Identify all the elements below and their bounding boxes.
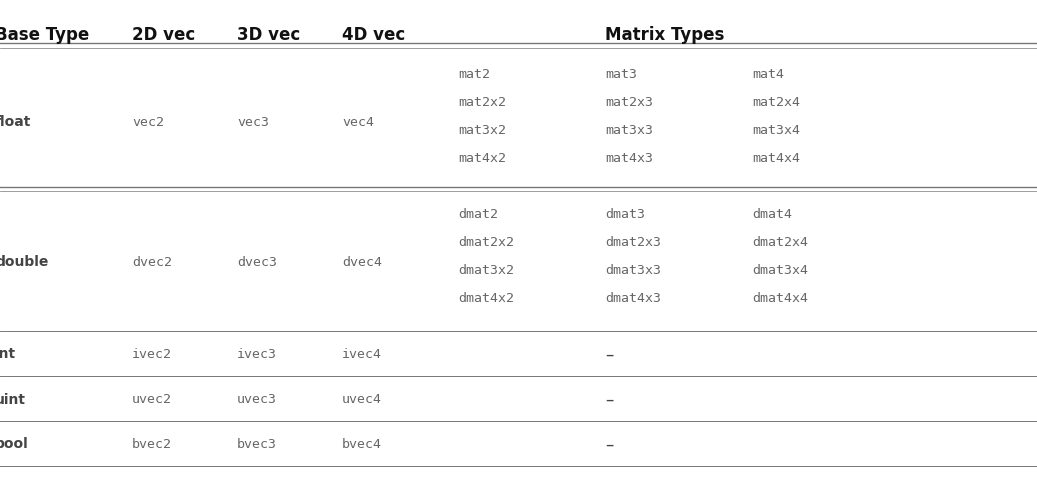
Text: bvec4: bvec4 [342, 438, 382, 451]
Text: mat3x4: mat3x4 [752, 124, 800, 137]
Text: dvec4: dvec4 [342, 256, 382, 269]
Text: –: – [605, 391, 613, 409]
Text: mat2x3: mat2x3 [605, 96, 653, 109]
Text: 2D vec: 2D vec [132, 26, 195, 44]
Text: mat2x4: mat2x4 [752, 96, 800, 109]
Text: dmat2: dmat2 [458, 208, 498, 221]
Text: vec4: vec4 [342, 116, 374, 129]
Text: mat4: mat4 [752, 68, 784, 81]
Text: int: int [0, 348, 17, 361]
Text: mat3x2: mat3x2 [458, 124, 506, 137]
Text: ivec2: ivec2 [132, 348, 172, 361]
Text: dmat3x3: dmat3x3 [605, 264, 661, 277]
Text: uvec2: uvec2 [132, 393, 172, 406]
Text: vec2: vec2 [132, 116, 164, 129]
Text: 3D vec: 3D vec [237, 26, 301, 44]
Text: dmat2x3: dmat2x3 [605, 236, 661, 249]
Text: dmat3x2: dmat3x2 [458, 264, 514, 277]
Text: –: – [605, 346, 613, 363]
Text: dmat2x2: dmat2x2 [458, 236, 514, 249]
Text: dmat4x3: dmat4x3 [605, 292, 661, 305]
Text: mat4x4: mat4x4 [752, 152, 800, 165]
Text: ivec4: ivec4 [342, 348, 382, 361]
Text: dmat2x4: dmat2x4 [752, 236, 808, 249]
Text: mat3: mat3 [605, 68, 637, 81]
Text: uint: uint [0, 392, 26, 406]
Text: dvec3: dvec3 [237, 256, 277, 269]
Text: Base Type: Base Type [0, 26, 89, 44]
Text: uvec4: uvec4 [342, 393, 382, 406]
Text: mat2: mat2 [458, 68, 491, 81]
Text: bvec3: bvec3 [237, 438, 277, 451]
Text: ivec3: ivec3 [237, 348, 277, 361]
Text: dmat4x4: dmat4x4 [752, 292, 808, 305]
Text: –: – [605, 435, 613, 454]
Text: float: float [0, 115, 31, 129]
Text: bool: bool [0, 437, 29, 452]
Text: vec3: vec3 [237, 116, 269, 129]
Text: Matrix Types: Matrix Types [605, 26, 725, 44]
Text: dmat4x2: dmat4x2 [458, 292, 514, 305]
Text: dmat4: dmat4 [752, 208, 792, 221]
Text: 4D vec: 4D vec [342, 26, 405, 44]
Text: dvec2: dvec2 [132, 256, 172, 269]
Text: uvec3: uvec3 [237, 393, 277, 406]
Text: mat3x3: mat3x3 [605, 124, 653, 137]
Text: double: double [0, 255, 49, 269]
Text: dmat3x4: dmat3x4 [752, 264, 808, 277]
Text: bvec2: bvec2 [132, 438, 172, 451]
Text: dmat3: dmat3 [605, 208, 645, 221]
Text: mat2x2: mat2x2 [458, 96, 506, 109]
Text: mat4x2: mat4x2 [458, 152, 506, 165]
Text: mat4x3: mat4x3 [605, 152, 653, 165]
